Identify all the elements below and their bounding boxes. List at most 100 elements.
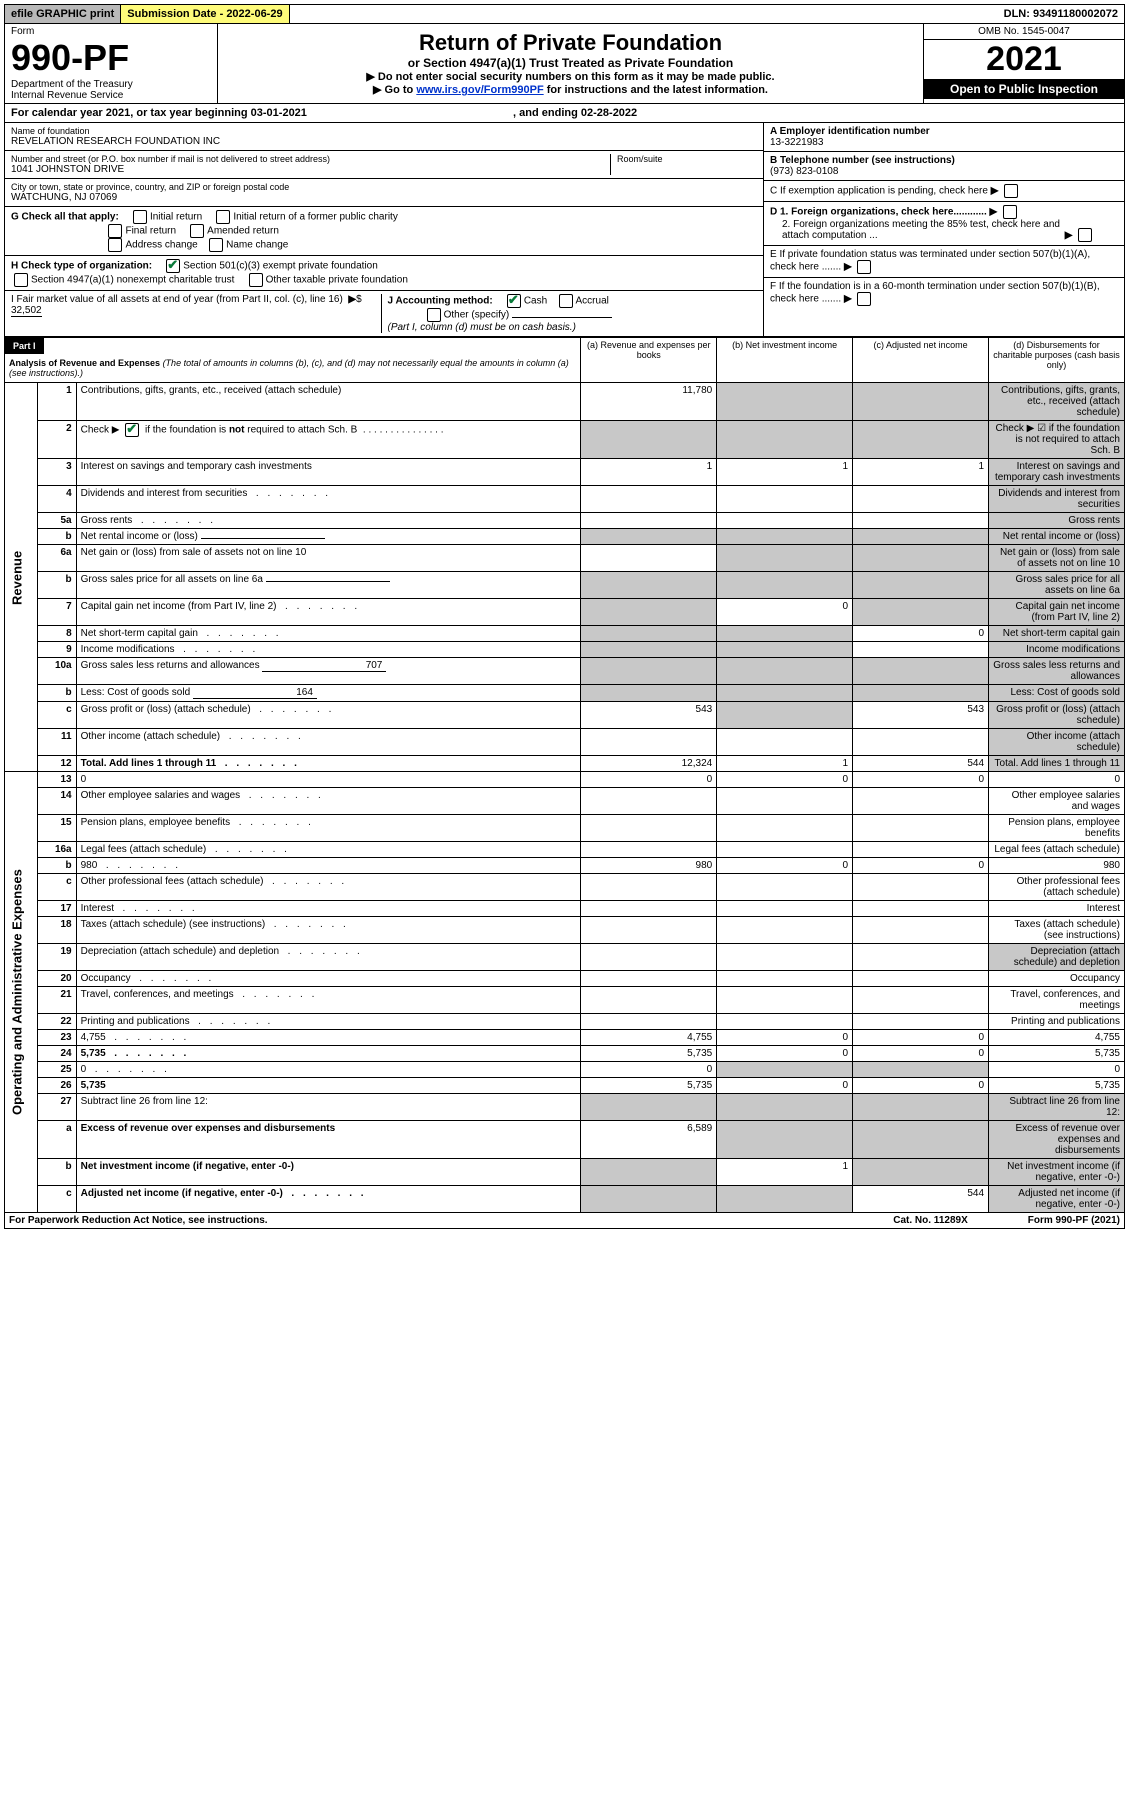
efile-print-button[interactable]: efile GRAPHIC print	[5, 5, 121, 23]
cal-end-lbl: , and ending	[513, 107, 581, 119]
cell-a	[581, 944, 717, 971]
irs: Internal Revenue Service	[11, 90, 211, 101]
501c3-checkbox[interactable]	[166, 259, 180, 273]
line-description: Gross sales less returns and allowances …	[76, 658, 581, 685]
line-number: 18	[37, 917, 76, 944]
form-title: Return of Private Foundation	[224, 30, 917, 56]
cell-b: 0	[717, 1046, 853, 1062]
table-row: 6aNet gain or (loss) from sale of assets…	[5, 545, 1125, 572]
cell-d: Dividends and interest from securities	[989, 486, 1125, 513]
initial-former-checkbox[interactable]	[216, 210, 230, 224]
cell-b: 0	[717, 1078, 853, 1094]
table-row: 5aGross rents . . . . . . .Gross rents	[5, 513, 1125, 529]
amended-return-checkbox[interactable]	[190, 224, 204, 238]
line-number: 1	[37, 383, 76, 421]
cell-c	[853, 658, 989, 685]
cell-c: 0	[853, 626, 989, 642]
line-number: 22	[37, 1014, 76, 1030]
cal-begin: For calendar year 2021, or tax year begi…	[11, 107, 307, 119]
other-taxable-checkbox[interactable]	[249, 273, 263, 287]
f-label: F If the foundation is in a 60-month ter…	[770, 281, 1100, 305]
line-number: b	[37, 685, 76, 702]
cell-b: 0	[717, 858, 853, 874]
address-change-checkbox[interactable]	[108, 238, 122, 252]
accrual-checkbox[interactable]	[559, 294, 573, 308]
cell-a	[581, 486, 717, 513]
line-description: Gross rents . . . . . . .	[76, 513, 581, 529]
j-cash: Cash	[524, 296, 547, 307]
cell-a	[581, 599, 717, 626]
cell-a	[581, 1186, 717, 1213]
line-description: Travel, conferences, and meetings . . . …	[76, 987, 581, 1014]
cell-b	[717, 383, 853, 421]
cell-d: Occupancy	[989, 971, 1125, 987]
cell-b	[717, 1062, 853, 1078]
addr-label: Number and street (or P.O. box number if…	[11, 154, 610, 164]
cell-b	[717, 1094, 853, 1121]
cell-b	[717, 917, 853, 944]
cell-c	[853, 599, 989, 626]
final-return-checkbox[interactable]	[108, 224, 122, 238]
cell-c	[853, 685, 989, 702]
cell-d: Legal fees (attach schedule)	[989, 842, 1125, 858]
cell-b	[717, 529, 853, 545]
cell-a	[581, 874, 717, 901]
line-number: c	[37, 702, 76, 729]
line-description: 5,735 . . . . . . .	[76, 1046, 581, 1062]
open-public: Open to Public Inspection	[924, 79, 1124, 99]
dept-treasury: Department of the Treasury	[11, 79, 211, 90]
city-label: City or town, state or province, country…	[11, 182, 757, 192]
cell-c: 0	[853, 1046, 989, 1062]
omb-number: OMB No. 1545-0047	[924, 24, 1124, 40]
d2-checkbox[interactable]	[1078, 228, 1092, 242]
initial-return-checkbox[interactable]	[133, 210, 147, 224]
cell-b	[717, 513, 853, 529]
cell-d: Gross rents	[989, 513, 1125, 529]
cell-a	[581, 729, 717, 756]
4947-checkbox[interactable]	[14, 273, 28, 287]
cat-no: Cat. No. 11289X	[893, 1215, 967, 1226]
e-checkbox[interactable]	[857, 260, 871, 274]
cell-a	[581, 987, 717, 1014]
cell-c	[853, 842, 989, 858]
table-row: 19Depreciation (attach schedule) and dep…	[5, 944, 1125, 971]
line-number: 17	[37, 901, 76, 917]
form-header: Form 990-PF Department of the Treasury I…	[4, 24, 1125, 104]
cell-d: Depreciation (attach schedule) and deple…	[989, 944, 1125, 971]
d1-checkbox[interactable]	[1003, 205, 1017, 219]
schb-checkbox[interactable]	[125, 423, 139, 437]
cell-d: Subtract line 26 from line 12:	[989, 1094, 1125, 1121]
c-checkbox[interactable]	[1004, 184, 1018, 198]
cell-a: 980	[581, 858, 717, 874]
line-number: 4	[37, 486, 76, 513]
line-number: 20	[37, 971, 76, 987]
part1-table: Part I Analysis of Revenue and Expenses …	[4, 337, 1125, 1213]
cell-b	[717, 901, 853, 917]
line-number: 8	[37, 626, 76, 642]
table-row: bNet rental income or (loss) Net rental …	[5, 529, 1125, 545]
line-description: Less: Cost of goods sold 164	[76, 685, 581, 702]
cell-d: Excess of revenue over expenses and disb…	[989, 1121, 1125, 1159]
cell-d: Printing and publications	[989, 1014, 1125, 1030]
name-change-checkbox[interactable]	[209, 238, 223, 252]
line-number: 12	[37, 756, 76, 772]
table-row: 245,735 . . . . . . .5,735005,735	[5, 1046, 1125, 1062]
line-description: Taxes (attach schedule) (see instruction…	[76, 917, 581, 944]
cash-checkbox[interactable]	[507, 294, 521, 308]
cell-d: Total. Add lines 1 through 11	[989, 756, 1125, 772]
line-number: 6a	[37, 545, 76, 572]
f-checkbox[interactable]	[857, 292, 871, 306]
cell-d: Interest	[989, 901, 1125, 917]
other-method-checkbox[interactable]	[427, 308, 441, 322]
table-row: 17Interest . . . . . . .Interest	[5, 901, 1125, 917]
line-description: Pension plans, employee benefits . . . .…	[76, 815, 581, 842]
cell-c	[853, 971, 989, 987]
cell-b: 0	[717, 599, 853, 626]
cell-a: 6,589	[581, 1121, 717, 1159]
form990pf-link[interactable]: www.irs.gov/Form990PF	[416, 84, 543, 96]
line-description: Net short-term capital gain . . . . . . …	[76, 626, 581, 642]
section-g: G Check all that apply: Initial return I…	[5, 207, 763, 256]
cell-a	[581, 642, 717, 658]
form-word: Form	[11, 26, 211, 37]
table-row: 15Pension plans, employee benefits . . .…	[5, 815, 1125, 842]
